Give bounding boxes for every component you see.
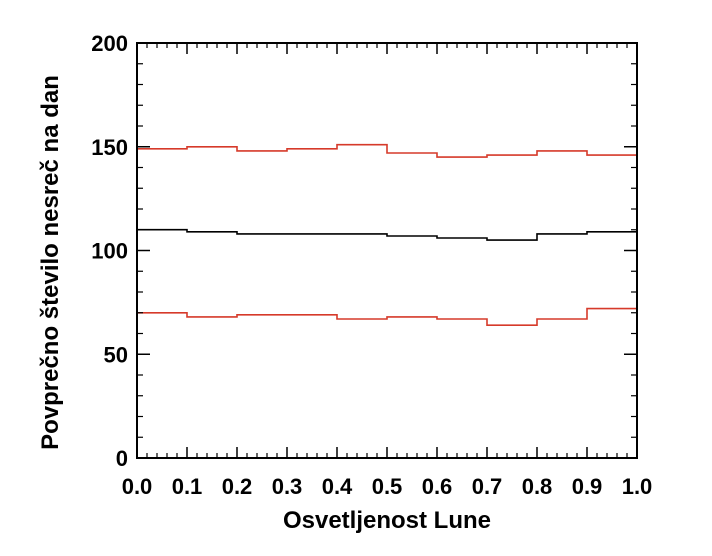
x-tick-label: 0.0 (122, 474, 153, 499)
x-tick-label: 0.8 (522, 474, 553, 499)
x-tick-label: 0.2 (222, 474, 253, 499)
y-axis-title: Povprečno število nesreč na dan (37, 75, 64, 450)
y-tick-labels: 0 50 100 150 200 (91, 31, 128, 471)
ticks-layer (136, 42, 638, 459)
y-tick-label: 100 (91, 239, 128, 264)
x-tick-label: 0.9 (572, 474, 603, 499)
x-tick-labels: 0.0 0.1 0.2 0.3 0.4 0.5 0.6 0.7 0.8 0.9 1.0 (122, 474, 653, 499)
x-tick-label: 0.6 (422, 474, 453, 499)
series-line-3 (137, 307, 637, 326)
x-tick-label: 0.3 (272, 474, 303, 499)
x-tick-label: 0.1 (172, 474, 203, 499)
y-tick-label: 200 (91, 31, 128, 56)
y-tick-label: 150 (91, 135, 128, 160)
series-line-1 (137, 143, 637, 158)
series-line-2 (137, 228, 637, 241)
x-tick-label: 0.5 (372, 474, 403, 499)
plot-frame (136, 42, 638, 459)
x-axis-title: Osvetljenost Lune (283, 507, 491, 534)
y-tick-label: 50 (104, 342, 128, 367)
y-tick-label: 0 (116, 446, 128, 471)
series-layer (137, 143, 637, 326)
x-tick-label: 0.7 (472, 474, 503, 499)
x-tick-label: 1.0 (622, 474, 653, 499)
x-tick-label: 0.4 (322, 474, 353, 499)
